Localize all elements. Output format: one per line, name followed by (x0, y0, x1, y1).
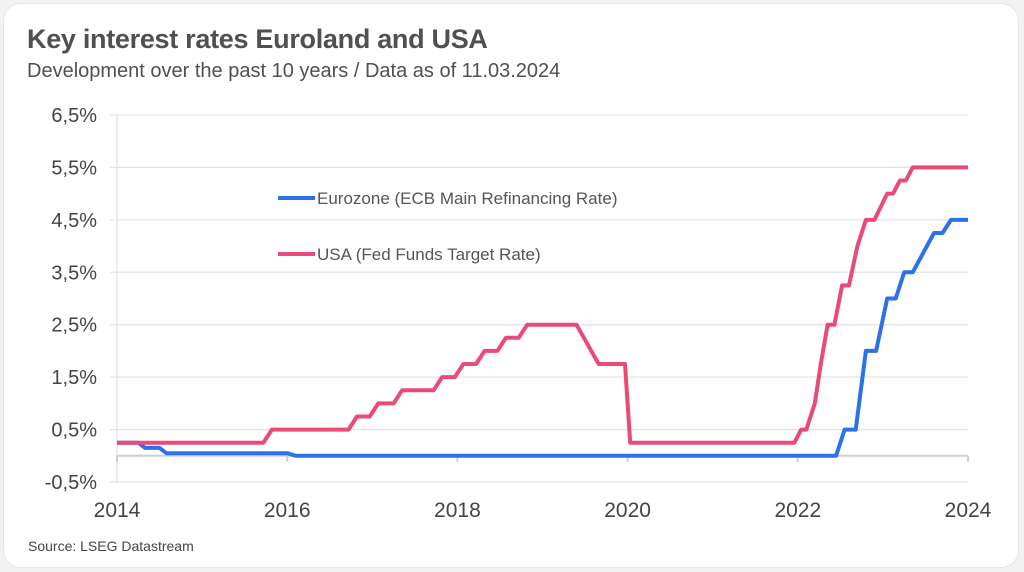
y-tick-label: 1,5% (51, 367, 97, 389)
y-tick-label: 5,5% (51, 157, 97, 179)
series-line-eurozone (117, 217, 968, 458)
series-line-usa (117, 165, 968, 445)
x-tick-label: 2022 (774, 499, 821, 522)
x-tick-label: 2024 (945, 499, 992, 522)
legend-label: Eurozone (ECB Main Refinancing Rate) (317, 189, 617, 208)
x-tick-label: 2014 (94, 499, 141, 522)
y-tick-label: 2,5% (51, 315, 97, 337)
chart-title: Key interest rates Euroland and USA (27, 24, 488, 54)
y-tick-label: 4,5% (51, 210, 97, 232)
chart-subtitle: Development over the past 10 years / Dat… (27, 60, 561, 82)
x-axis-ticks: 2014 2016 2018 2020 2022 2024 (94, 499, 992, 522)
series-lines (117, 165, 968, 458)
y-axis-ticks: 6,5% 5,5% 4,5% 3,5% 2,5% 1,5% 0,5% -0,5% (45, 105, 97, 494)
x-tick-label: 2018 (434, 499, 481, 522)
y-tick-label: 0,5% (51, 420, 97, 442)
legend-label: USA (Fed Funds Target Rate) (317, 245, 541, 264)
y-tick-label: -0,5% (45, 472, 97, 494)
y-tick-label: 6,5% (51, 105, 97, 127)
x-tick-label: 2020 (604, 499, 651, 522)
source-note: Source: LSEG Datastream (28, 538, 194, 554)
x-tick-label: 2016 (264, 499, 311, 522)
y-tick-label: 3,5% (51, 262, 97, 284)
legend: Eurozone (ECB Main Refinancing Rate) USA … (278, 189, 617, 264)
